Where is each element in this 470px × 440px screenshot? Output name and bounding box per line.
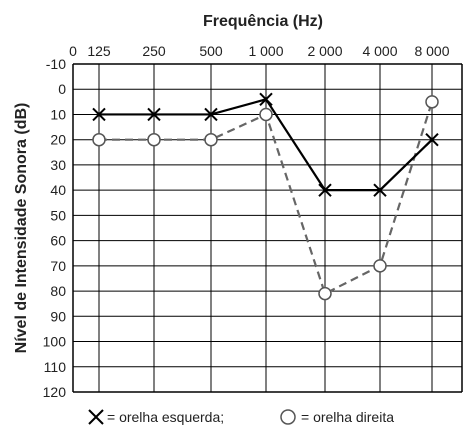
x-marker-stroke: [425, 132, 439, 147]
x-tick-label: 0: [69, 43, 77, 59]
left-ear-marker: [147, 107, 161, 122]
x-marker-stroke: [204, 107, 218, 122]
y-tick-label: 90: [50, 308, 66, 324]
x-tick-label: 4 000: [362, 43, 397, 59]
left-ear-marker: [92, 107, 106, 122]
left-ear-marker: [373, 183, 387, 197]
right-ear-marker: [147, 132, 161, 147]
left-ear-marker: [425, 132, 439, 147]
x-tick-label: 125: [87, 43, 111, 59]
right-ear-marker: [373, 259, 387, 273]
y-tick-label: 0: [58, 81, 66, 97]
right-ear-marker: [318, 286, 332, 301]
x-tick-label: 250: [142, 43, 166, 59]
y-tick-label: 10: [50, 106, 66, 122]
right-ear-marker: [204, 132, 218, 147]
x-marker-stroke: [373, 183, 387, 197]
y-tick-label: 70: [50, 258, 66, 274]
x-marker-stroke: [318, 183, 332, 197]
y-axis-ticks: -10 0 10 20 30 40 50 60 70 80 90 100 110 120: [43, 56, 67, 400]
right-ear-marker: [92, 132, 106, 147]
y-tick-label: 110: [44, 359, 67, 375]
chart-title: Frequência (Hz): [203, 13, 323, 30]
left-ear-marker: [318, 183, 332, 197]
right-ear-marker: [259, 107, 273, 122]
x-tick-label: 2 000: [307, 43, 342, 59]
legend-circle-icon: [280, 409, 296, 425]
y-tick-label: 40: [50, 182, 66, 198]
legend-x-icon: [88, 409, 104, 425]
series-layer: [92, 92, 439, 301]
y-tick-label: 50: [50, 207, 66, 223]
y-axis-label: Nível de Intensidade Sonora (dB): [13, 103, 30, 354]
y-tick-label: 30: [50, 157, 66, 173]
legend-left-ear-label: = orelha esquerda;: [107, 409, 224, 425]
legend-right-ear-label: = orelha direita: [301, 409, 394, 425]
x-axis-ticks: 0 125 250 500 1 000 2 000 4 000 8 000: [69, 43, 450, 59]
y-tick-label: 100: [43, 334, 67, 350]
left-ear-marker: [259, 92, 273, 107]
y-tick-label: 20: [50, 132, 66, 148]
y-tick-label: 60: [50, 233, 66, 249]
x-tick-label: 1 000: [248, 43, 283, 59]
x-marker-stroke: [92, 107, 106, 122]
x-marker-stroke: [259, 92, 273, 107]
left-ear-marker: [204, 107, 218, 122]
x-tick-label: 8 000: [414, 43, 449, 59]
y-tick-label: -10: [46, 56, 66, 72]
x-tick-label: 500: [199, 43, 223, 59]
x-marker-stroke: [147, 107, 161, 122]
x-marker-stroke: [88, 409, 104, 425]
right-ear-marker: [425, 95, 439, 109]
legend: = orelha esquerda; = orelha direita: [88, 409, 394, 425]
y-tick-label: 80: [50, 283, 66, 299]
y-tick-label: 120: [43, 384, 67, 400]
